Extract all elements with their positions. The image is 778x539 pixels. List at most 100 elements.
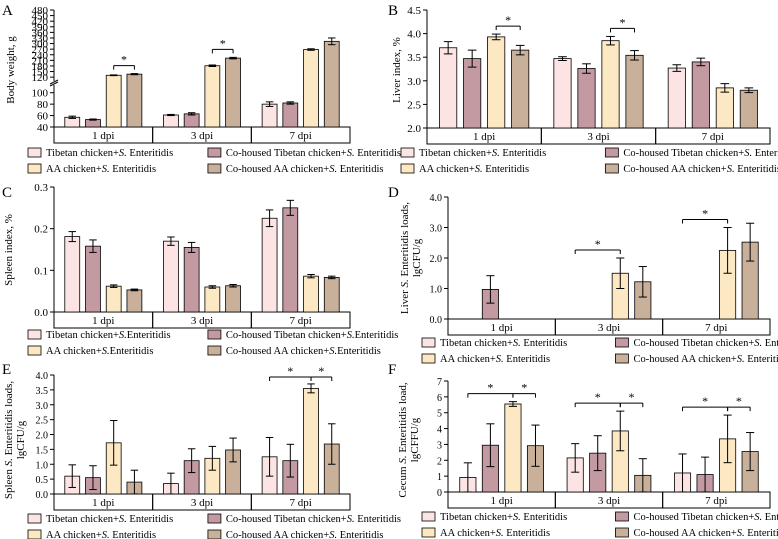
y-axis-label-line2-d: lgCFU/g — [411, 238, 423, 277]
bar-c — [105, 285, 122, 313]
bar-c — [204, 286, 221, 313]
y-tick-label-b: 3.5 — [407, 52, 421, 64]
legend-swatch-c — [27, 345, 42, 356]
y-tick-label-e: 2.0 — [36, 431, 49, 442]
legend-label-a: Co-housed AA chicken+S. Enteritidis — [226, 164, 384, 175]
panel-f: F 0 1 2 3 4 5 6 7 Cecum S. Enteritidis load, lgCFF… — [388, 362, 778, 539]
y-tick-label-c: 0.2 — [34, 224, 48, 236]
group-label-f: 3 dpi — [598, 495, 620, 507]
legend-label-a: AA chicken+S. Enteritidis — [46, 164, 156, 175]
group-label-a: 1 dpi — [92, 130, 114, 142]
legend-swatch-d — [421, 353, 436, 364]
group-label-e: 3 dpi — [191, 497, 213, 509]
sig-star-d: * — [702, 207, 708, 221]
legend-label-e: Co-housed AA chicken+S. Enteritidis — [226, 530, 384, 539]
bar-b — [739, 89, 758, 129]
y-tick-label-a: 300 — [32, 39, 49, 51]
legend-swatch-b — [400, 163, 415, 174]
panel-b: B 2.0 2.5 3.0 3.5 4.0 4.5 Liver index, % 1 dpi 3 … — [388, 3, 778, 175]
y-axis-label-c: Spleen index, % — [3, 214, 15, 286]
legend-label-c: Co-housed AA chicken+S.Enteritidis — [226, 346, 381, 357]
legend-swatch-c — [207, 329, 222, 340]
group-label-d: 3 dpi — [598, 322, 620, 334]
y-tick-label-d: 1.0 — [430, 285, 443, 296]
sig-star-e: * — [287, 364, 293, 378]
group-label-b: 3 dpi — [587, 131, 609, 143]
y-tick-label-d: 2.0 — [430, 254, 443, 265]
legend-swatch-e — [207, 513, 222, 524]
legend-swatch-a — [207, 163, 222, 174]
y-tick-label-e: 3.5 — [36, 386, 49, 397]
y-tick-label-f: 7 — [437, 377, 442, 388]
bar-b — [667, 67, 686, 129]
y-tick-label-e: 2.5 — [36, 416, 49, 427]
legend-label-b: Co-housed AA chicken+S. Enteritidis — [623, 164, 778, 175]
y-tick-label-a: 180 — [32, 61, 49, 73]
y-tick-label-a: 420 — [32, 16, 49, 28]
group-label-c: 3 dpi — [191, 315, 213, 327]
y-tick-label-d: 4.0 — [430, 193, 443, 204]
group-box-c — [250, 311, 351, 329]
y-tick-label-e: 4.0 — [36, 371, 49, 382]
legend-label-a: Co-housed Tibetan chicken+S. Enteritidis — [226, 148, 401, 159]
y-axis-label-b: Liver index, % — [391, 37, 403, 103]
legend-swatch-e — [207, 529, 222, 539]
bar-c — [183, 247, 200, 313]
y-tick-label-b: 3.0 — [407, 76, 421, 88]
group-label-b: 1 dpi — [473, 131, 495, 143]
group-label-f: 7 dpi — [705, 495, 727, 507]
y-tick-label-a: 450 — [32, 11, 49, 23]
y-tick-label-e: 1.5 — [36, 445, 49, 456]
y-tick-label-d: 3.0 — [430, 224, 443, 235]
bar-c — [126, 289, 143, 313]
y-tick-label-f: 1 — [437, 472, 442, 483]
group-label-a: 7 dpi — [290, 130, 312, 142]
bar-b — [511, 49, 530, 129]
bar-c — [64, 236, 81, 313]
bar-b — [601, 40, 620, 129]
group-label-d: 1 dpi — [491, 322, 513, 334]
legend-swatch-e — [27, 513, 42, 524]
y-tick-label-b: 2.5 — [407, 99, 421, 111]
legend-label-e: Co-housed Tibetan chicken+S. Enteritidis — [226, 514, 401, 525]
y-tick-label-b: 2.0 — [407, 123, 421, 135]
legend-label-d: Co-housed Tibetan chicken+S. Enteritidis — [633, 338, 778, 349]
bar-b — [487, 36, 506, 129]
legend-label-b: Tibetan chicken+S. Enteritidis — [419, 148, 546, 159]
legend-swatch-b — [604, 147, 619, 158]
group-label-b: 7 dpi — [702, 131, 724, 143]
y-tick-label-e: 1.0 — [36, 460, 49, 471]
bar-c — [261, 217, 278, 313]
legend-label-c: Tibetan chicken+S.Enteritidis — [46, 330, 171, 341]
legend-swatch-a — [27, 147, 42, 158]
legend-label-a: Tibetan chicken+S. Enteritidis — [46, 148, 173, 159]
y-tick-label-a: 360 — [32, 27, 49, 39]
y-tick-label-c: 0.3 — [34, 182, 48, 194]
legend-swatch-f — [421, 527, 436, 538]
bar-e — [303, 387, 319, 495]
y-tick-label-a: 270 — [32, 44, 49, 56]
legend-swatch-f — [615, 511, 629, 522]
bar-a — [282, 102, 299, 128]
legend-swatch-f — [615, 527, 629, 538]
panel-c: C 0.0 0.1 0.2 0.3 Spleen index, % 1 dpi 3 dpi 7 … — [2, 182, 398, 357]
y-tick-label-f: 2 — [437, 456, 442, 467]
y-tick-label-d: 0.0 — [430, 315, 443, 326]
bar-b — [463, 58, 482, 129]
bar-b — [691, 61, 710, 129]
bar-a — [126, 73, 143, 128]
y-tick-label-a: 120 — [32, 72, 49, 84]
bar-a — [261, 103, 278, 128]
legend-label-c: AA chicken+S.Enteritidis — [46, 346, 153, 357]
bar-c — [163, 240, 179, 313]
bar-a — [303, 49, 319, 128]
bar-c — [225, 285, 241, 313]
group-label-c: 1 dpi — [92, 315, 114, 327]
y-tick-label-a: 390 — [32, 22, 49, 34]
panel-letter-b: B — [388, 3, 398, 19]
axis-break-mark-a — [49, 79, 59, 85]
bar-c — [303, 275, 319, 313]
y-tick-label-f: 3 — [437, 440, 442, 451]
